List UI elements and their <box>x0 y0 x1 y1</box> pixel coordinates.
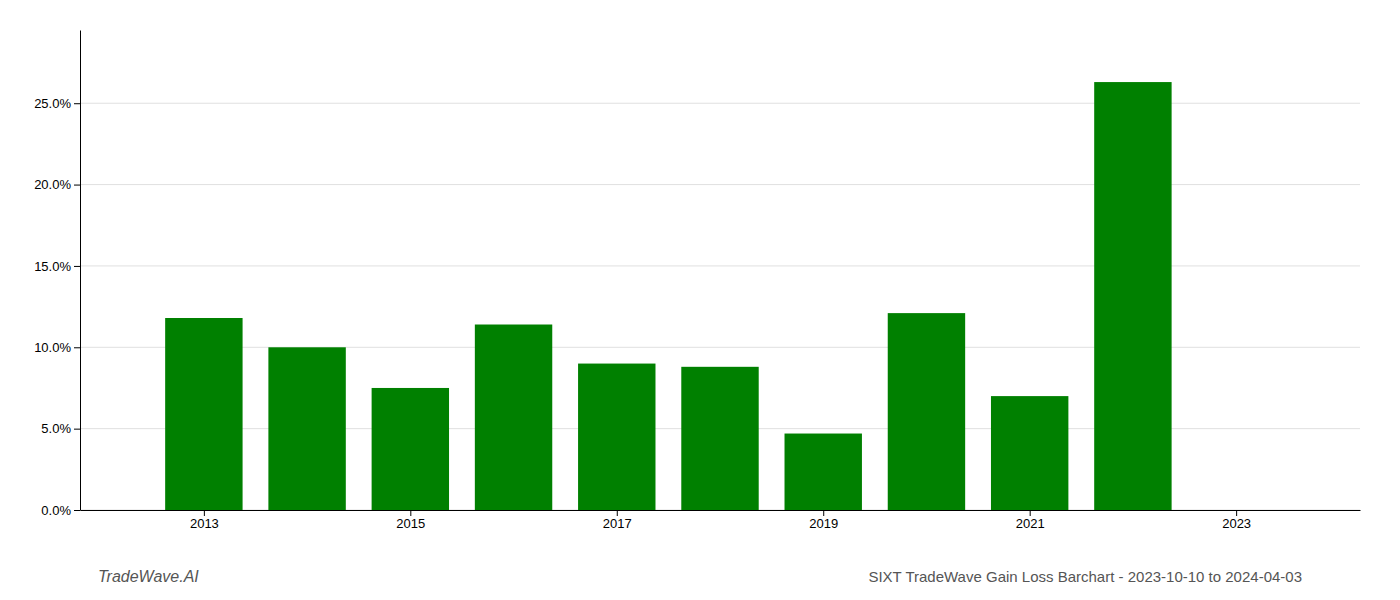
title: SIXT TradeWave Gain Loss Barchart - 2023… <box>868 568 1302 585</box>
y-tick-label: 20.0% <box>34 177 71 192</box>
y-tick: 5.0% <box>41 421 80 436</box>
bar <box>372 388 449 510</box>
y-tick-label: 0.0% <box>41 503 71 518</box>
x-tick-mark <box>1030 510 1031 516</box>
x-axis: 2013 2015 2017 2019 2021 2023 <box>81 510 1361 531</box>
y-tick-label: 15.0% <box>34 259 71 274</box>
y-tick-mark <box>74 103 80 104</box>
x-tick-mark <box>410 510 411 516</box>
x-tick: 2023 <box>1222 510 1251 531</box>
x-axis-line <box>81 510 1361 511</box>
y-tick-label: 5.0% <box>41 421 71 436</box>
bar <box>888 313 965 510</box>
bar <box>165 318 242 510</box>
x-tick-mark <box>823 510 824 516</box>
x-tick: 2017 <box>603 510 632 531</box>
x-tick-mark <box>1236 510 1237 516</box>
y-axis-line <box>80 31 81 511</box>
x-tick-label: 2019 <box>809 516 838 531</box>
y-tick: 25.0% <box>34 96 80 111</box>
y-tick-mark <box>74 510 80 511</box>
y-tick: 20.0% <box>34 177 80 192</box>
plot-area: 2013 2015 2017 2019 2021 2023 0.0% 5.0% 10.0% 15.… <box>34 31 1360 532</box>
bar <box>578 364 655 510</box>
x-tick-label: 2013 <box>190 516 219 531</box>
x-tick-mark <box>617 510 618 516</box>
x-tick-label: 2015 <box>396 516 425 531</box>
y-tick-mark <box>74 429 80 430</box>
bar <box>475 325 552 510</box>
y-tick-mark <box>74 185 80 186</box>
x-tick: 2013 <box>190 510 219 531</box>
y-tick-mark <box>74 347 80 348</box>
watermark: TradeWave.AI <box>98 568 199 585</box>
y-tick: 15.0% <box>34 259 80 274</box>
x-tick: 2021 <box>1016 510 1045 531</box>
bar <box>681 367 758 510</box>
x-tick-label: 2017 <box>603 516 632 531</box>
x-tick: 2019 <box>809 510 838 531</box>
bar <box>785 434 862 510</box>
x-tick-label: 2021 <box>1016 516 1045 531</box>
chart: 2013 2015 2017 2019 2021 2023 0.0% 5.0% 10.0% 15.… <box>0 0 1400 600</box>
bar <box>991 396 1068 510</box>
y-tick: 10.0% <box>34 340 80 355</box>
y-tick-label: 10.0% <box>34 340 71 355</box>
y-tick-mark <box>74 266 80 267</box>
x-tick-mark <box>204 510 205 516</box>
y-axis: 0.0% 5.0% 10.0% 15.0% 20.0% 25.0% <box>34 31 80 518</box>
y-tick-label: 25.0% <box>34 96 71 111</box>
x-tick-label: 2023 <box>1222 516 1251 531</box>
bar <box>1094 82 1171 510</box>
y-tick: 0.0% <box>41 503 80 518</box>
x-tick: 2015 <box>396 510 425 531</box>
bars <box>165 82 1171 510</box>
bar <box>268 347 345 510</box>
